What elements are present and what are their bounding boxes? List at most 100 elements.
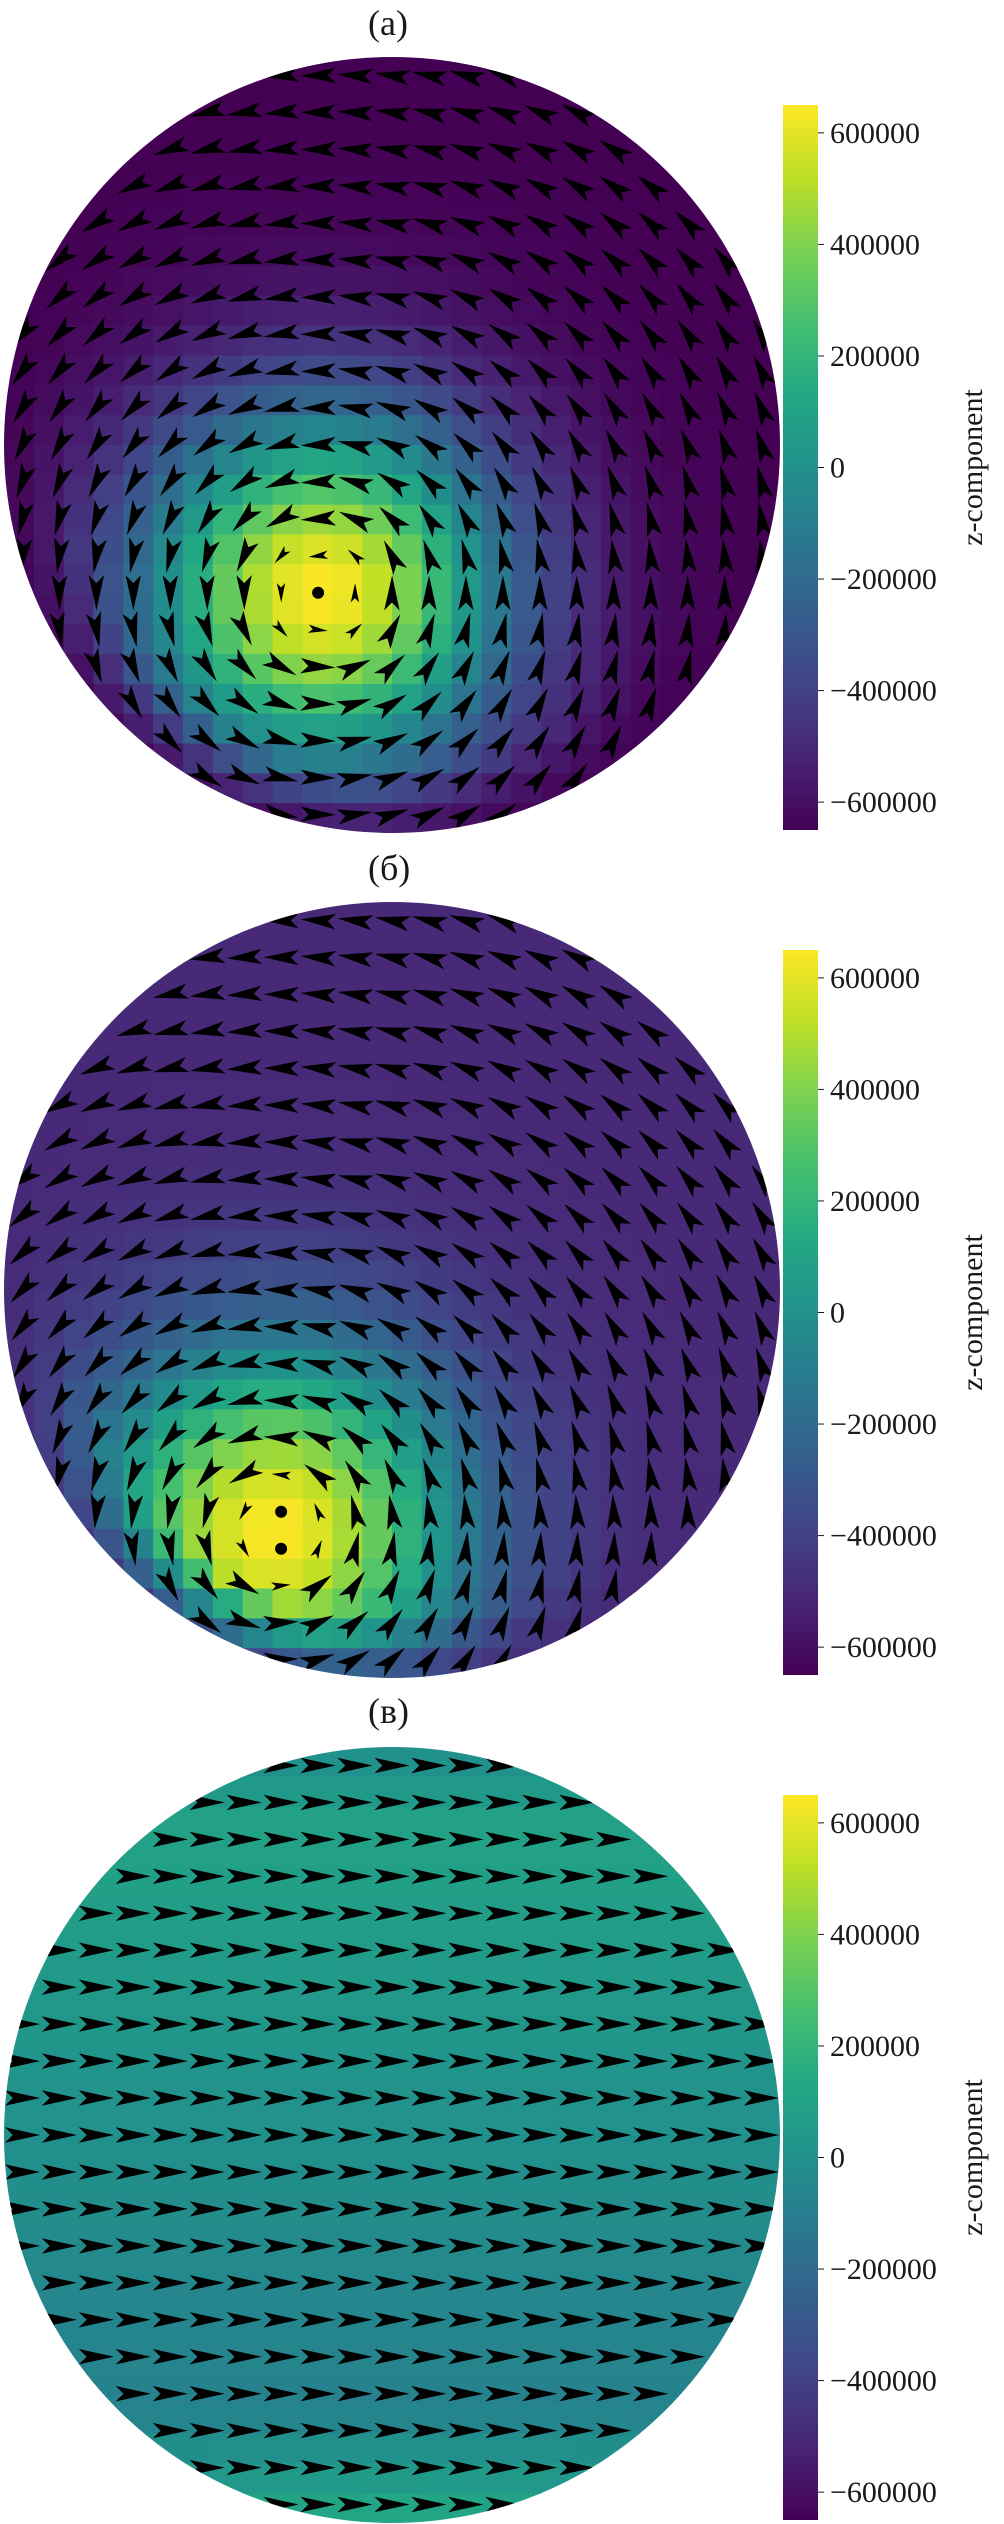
vector-arrow — [115, 2090, 151, 2106]
heatmap-cell — [690, 1200, 721, 1231]
heatmap-cell — [630, 2403, 662, 2434]
heatmap-cell — [33, 1806, 65, 1838]
heatmap-cell — [750, 116, 780, 148]
heatmap-cell — [392, 961, 423, 993]
vector-arrow — [489, 650, 510, 686]
heatmap-cell — [123, 2403, 154, 2434]
heatmap-cell — [302, 2284, 333, 2315]
vector-arrow — [569, 465, 591, 502]
heatmap-cell — [750, 206, 780, 237]
vector-arrow — [152, 2422, 188, 2439]
heatmap-cell — [183, 1290, 214, 1321]
vector-arrow — [337, 2459, 373, 2476]
heatmap-cell — [660, 1588, 691, 1619]
heatmap-cell — [212, 176, 244, 207]
vector-arrow — [383, 540, 407, 576]
vector-arrow — [642, 392, 667, 428]
heatmap-cell — [242, 1110, 274, 1142]
heatmap-cell — [212, 57, 244, 88]
vector-arrow — [190, 1350, 227, 1371]
heatmap-cell — [720, 991, 751, 1022]
heatmap-cell — [33, 1498, 65, 1530]
vector-arrow — [609, 501, 626, 538]
vector-arrow — [680, 1494, 697, 1530]
heatmap-cell — [511, 803, 542, 833]
vector-arrow — [189, 2349, 225, 2365]
heatmap-cell — [690, 86, 721, 118]
vector-arrow — [448, 1942, 484, 1958]
vector-arrow — [338, 1284, 375, 1303]
vector-arrow — [226, 1096, 263, 1112]
vector-arrow — [44, 1163, 79, 1189]
heatmap-cell — [212, 1260, 244, 1291]
heatmap-cell — [720, 1498, 751, 1530]
heatmap-cell — [690, 624, 721, 655]
heatmap-cell — [4, 743, 35, 774]
vector-arrow — [713, 246, 742, 279]
vector-arrow — [337, 915, 374, 931]
vector-arrow — [336, 809, 373, 825]
vector-arrow — [485, 2459, 521, 2476]
heatmap-cell — [33, 206, 65, 237]
heatmap-cell — [600, 1648, 632, 1678]
heatmap-cell — [362, 991, 393, 1022]
heatmap-cell — [690, 1806, 721, 1838]
heatmap-cell — [690, 116, 721, 148]
heatmap-cell — [212, 2433, 244, 2464]
heatmap-cell — [750, 1051, 780, 1082]
heatmap-cell — [720, 2284, 751, 2315]
vector-arrow — [411, 1757, 447, 1774]
heatmap-cell — [242, 445, 274, 476]
vector-arrow — [300, 2496, 336, 2513]
vector-arrow — [485, 1942, 521, 1958]
vector-arrow — [300, 769, 336, 785]
vector-arrow — [484, 765, 516, 796]
heatmap-cell — [183, 2433, 214, 2464]
vector-arrow — [226, 2422, 262, 2439]
vector-arrow — [642, 1311, 666, 1347]
heatmap-cell — [272, 2135, 303, 2166]
heatmap-cell — [750, 2493, 780, 2523]
vector-arrow — [337, 2127, 373, 2143]
heatmap-cell — [332, 1110, 363, 1142]
vector-arrow — [603, 1568, 619, 1605]
heatmap-cell — [451, 2284, 483, 2315]
heatmap-cell — [242, 683, 274, 715]
vector-arrow — [263, 2053, 299, 2069]
vector-arrow — [226, 2459, 262, 2476]
vector-arrow — [263, 1905, 299, 1921]
vector-arrow — [263, 986, 299, 1003]
vector-arrow — [337, 1868, 373, 1884]
vector-arrow — [753, 355, 777, 391]
vector-arrow — [633, 2090, 669, 2106]
vector-arrow — [414, 434, 448, 462]
vector-arrow — [375, 365, 412, 384]
vector-arrow — [263, 2238, 299, 2254]
heatmap-cell — [541, 564, 572, 595]
vector-arrow — [448, 2127, 484, 2143]
vector-arrow — [718, 1347, 738, 1384]
vector-arrow — [86, 426, 113, 460]
vector-arrow — [153, 1239, 190, 1260]
vector-arrow — [674, 1056, 706, 1086]
vector-arrow — [263, 396, 300, 412]
heatmap-cell — [660, 1618, 691, 1649]
heatmap-cell — [93, 773, 124, 804]
vector-arrow — [116, 1128, 153, 1149]
vector-arrow — [566, 1312, 594, 1346]
vector-arrow — [263, 912, 299, 929]
heatmap-cell — [750, 1806, 780, 1838]
vector-arrow — [451, 1606, 474, 1642]
vector-arrow — [449, 689, 477, 723]
heatmap-cell — [750, 1648, 780, 1678]
vector-arrow — [461, 538, 478, 575]
vector-arrow — [300, 1905, 336, 1921]
vector-arrow — [670, 1979, 706, 1995]
vector-arrow — [300, 1099, 337, 1115]
heatmap-cell — [4, 991, 35, 1022]
vector-arrow — [78, 2127, 114, 2143]
vector-arrow — [604, 393, 630, 427]
heatmap-cell — [4, 1110, 35, 1142]
heatmap-cell — [720, 713, 751, 744]
vector-arrow — [45, 1236, 79, 1264]
